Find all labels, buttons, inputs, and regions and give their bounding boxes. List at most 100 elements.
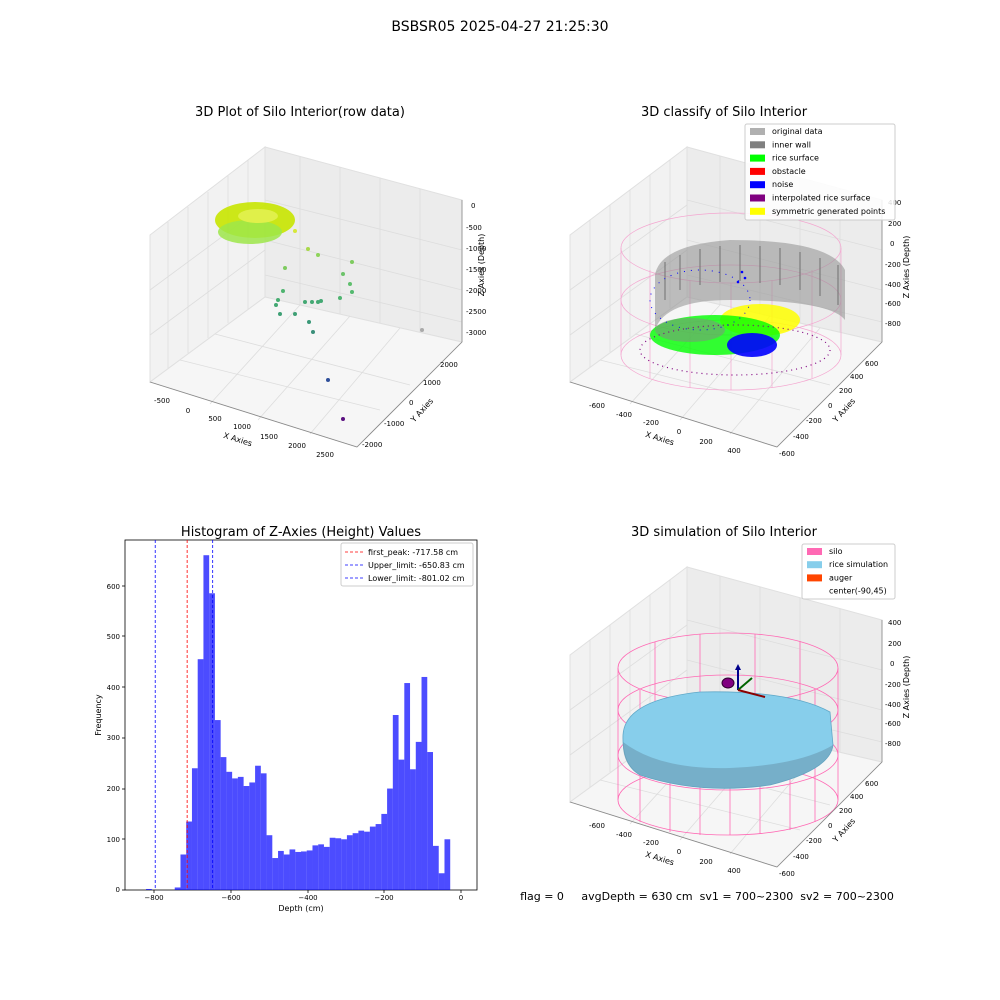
- hist-bar: [346, 835, 353, 890]
- classify-y-tick: 400: [850, 373, 863, 381]
- classify-legend-swatch: [750, 207, 765, 215]
- raw-ring-cluster-lower: [218, 220, 282, 244]
- sim-x-tick: -600: [589, 822, 605, 830]
- hist-bar: [237, 776, 244, 890]
- status-info-line: flag = 0 avgDepth = 630 cm sv1 = 700~230…: [520, 890, 894, 903]
- sim-x-tick: 200: [699, 858, 712, 866]
- raw-point: [316, 253, 320, 257]
- sim-z-tick: -800: [885, 740, 901, 748]
- panel-classify-3d: 3D classify of Silo Interior: [568, 105, 911, 458]
- hist-bar: [226, 771, 233, 890]
- raw-point: [293, 229, 297, 233]
- hist-bar: [312, 845, 319, 890]
- sim-rice-underside: [622, 742, 833, 789]
- classify-z-tick: -600: [885, 300, 901, 308]
- raw-y-tick: 2000: [440, 361, 458, 369]
- classify-rice-surface-mix: [655, 318, 725, 342]
- classify-x-tick: 200: [699, 438, 712, 446]
- raw-x-axis-label: X Axies: [222, 431, 253, 448]
- classify-legend-label: original data: [772, 127, 823, 136]
- classify-y-tick: -200: [806, 417, 822, 425]
- sim-axis-x-arrow: [737, 689, 766, 698]
- raw-x-tick: 1500: [260, 433, 278, 441]
- sim-y-axis-label: Y Axies: [830, 817, 857, 845]
- hist-bar: [398, 759, 405, 890]
- sim-auger: [721, 664, 766, 698]
- sim-axis-z-arrowhead: [735, 664, 741, 670]
- sim-z-tick: -400: [885, 701, 901, 709]
- classify-noise-point: [736, 280, 740, 284]
- hist-bar: [438, 873, 445, 890]
- sim-z-tick: 0: [890, 660, 894, 668]
- classify-legend-swatch: [750, 181, 765, 189]
- classify-x-axis-label: X Axies: [644, 430, 675, 447]
- raw-z-tick: -3000: [466, 329, 486, 337]
- raw-point: [274, 303, 278, 307]
- hist-y-tick: 400: [107, 684, 120, 692]
- raw-point: [341, 417, 345, 421]
- hist-bar: [335, 838, 342, 890]
- raw-y-tick: 1000: [423, 379, 441, 387]
- raw-ring-hole: [238, 209, 278, 223]
- sim-y-tick: -600: [779, 870, 795, 878]
- raw-point: [276, 298, 280, 302]
- figure-suptitle: BSBSR05 2025-04-27 21:25:30: [391, 19, 608, 35]
- hist-bar: [186, 821, 192, 890]
- classify-legend-swatch: [750, 141, 765, 149]
- hist-bar: [364, 831, 370, 890]
- classify-y-tick: 0: [828, 402, 832, 410]
- classify-legend-label: rice surface: [772, 154, 819, 163]
- hist-bars: [146, 555, 451, 890]
- sim-z-tick: -200: [885, 681, 901, 689]
- sim-legend-swatch: [807, 574, 822, 582]
- classify-legend-swatch: [750, 194, 765, 202]
- hist-bar: [387, 788, 393, 890]
- hist-x-axis-label: Depth (cm): [278, 904, 323, 913]
- classify-z-tick: -200: [885, 261, 901, 269]
- raw-x-tick: 2500: [316, 451, 334, 459]
- raw-point: [283, 266, 287, 270]
- raw-x-tick: 1000: [233, 423, 251, 431]
- classify-noise-point: [743, 276, 747, 280]
- hist-bar: [203, 555, 210, 890]
- raw-x-tick: 2000: [288, 442, 306, 450]
- hist-y-ticks: 0 100 200 300 400 500 600: [107, 583, 120, 894]
- panel-histogram: Histogram of Z-Axies (Height) Values −80…: [94, 525, 478, 913]
- hist-bar: [444, 839, 451, 890]
- sim-x-axis-label: X Axies: [644, 850, 675, 867]
- hist-bar: [415, 741, 422, 890]
- hist-bar: [352, 833, 359, 890]
- raw-panel-title: 3D Plot of Silo Interior(row data): [195, 105, 405, 120]
- classify-z-axis-label: Z Axies (Depth): [902, 236, 911, 299]
- classify-legend-label: inner wall: [772, 140, 811, 149]
- hist-bar: [318, 844, 324, 890]
- hist-y-tick-marks: [122, 585, 125, 891]
- hist-bar: [381, 813, 388, 890]
- sim-z-axis-label: Z Axies (Depth): [902, 656, 911, 719]
- hist-bar: [146, 888, 152, 890]
- sim-x-tick: 400: [727, 867, 740, 875]
- raw-z-tick: -2000: [466, 287, 486, 295]
- panel-raw-3d: 3D Plot of Silo Interior(row data): [148, 105, 486, 459]
- classify-x-axis-line: [569, 381, 778, 448]
- hist-y-tick: 300: [107, 734, 120, 742]
- hist-bar: [232, 778, 238, 890]
- sim-scene: [617, 632, 839, 836]
- hist-bar: [392, 715, 399, 890]
- sim-auger-marker: [721, 677, 735, 689]
- hist-bar: [180, 854, 187, 890]
- hist-bar: [358, 830, 365, 890]
- classify-legend-label: symmetric generated points: [772, 207, 885, 216]
- raw-point: [338, 296, 342, 300]
- hist-y-tick: 500: [107, 633, 120, 641]
- raw-point: [341, 272, 345, 276]
- hist-legend-box: [340, 542, 474, 587]
- sim-x-tick: -400: [616, 831, 632, 839]
- hist-legend: first_peak: -717.58 cm Upper_limit: -650.…: [340, 542, 474, 587]
- hist-x-tick: 0: [459, 894, 463, 902]
- classify-legend-label: noise: [772, 180, 793, 189]
- raw-point: [311, 330, 315, 334]
- sim-legend: silo rice simulation auger center(-90,45): [801, 543, 896, 600]
- hist-x-tick: −600: [221, 894, 240, 902]
